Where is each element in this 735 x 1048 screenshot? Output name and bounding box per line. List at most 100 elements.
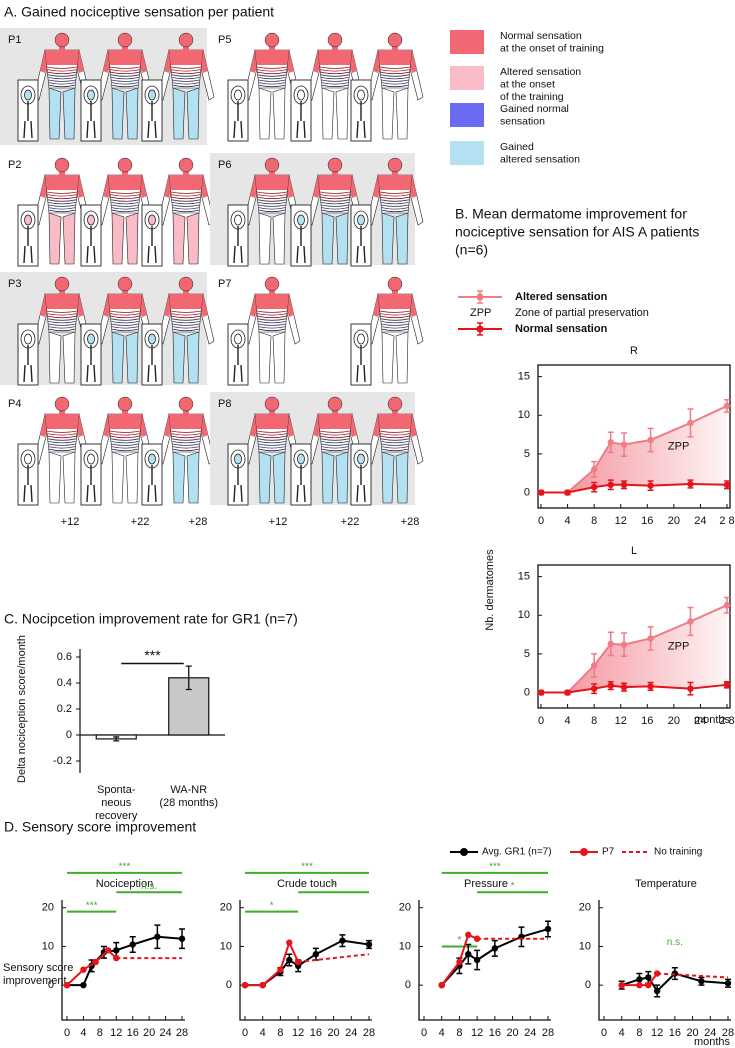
dermatome-band [47,433,77,436]
timepoint-label: +28 [401,516,420,528]
dermatome-band [173,84,199,88]
dermatome-band [171,435,201,439]
leg [381,331,395,384]
dermatome-band [321,446,349,449]
y-tick-label: 0.4 [57,677,72,689]
x-tick-label: 12 [615,715,627,727]
head [264,396,280,412]
data-point [113,947,120,954]
data-point [620,641,628,648]
y-tick-label: 5 [524,648,530,660]
inset-core [87,333,95,345]
dermatome-band [112,209,138,213]
dermatome-band [257,74,287,77]
torso-upper [378,294,412,309]
data-point [537,489,545,496]
dermatome-band [257,199,287,202]
dermatome-band [379,310,411,313]
y-tick-label: 0 [66,729,72,741]
panel-b-title: B. Mean dermatome improvement for [455,206,687,222]
dermatome-band [46,430,78,433]
data-point [456,958,463,966]
dermatome-band [110,433,140,436]
patient-panel: P7 [218,276,424,386]
dermatome-band [321,82,349,85]
dermatome-band [258,77,286,80]
data-point [473,935,481,942]
dermatome-band [110,199,140,202]
inset-core [24,214,32,226]
neck [269,170,275,176]
head [264,157,280,173]
data-point [365,941,373,948]
neck [122,289,128,295]
dermatome-band [173,328,199,332]
y-tick-label: 10 [518,409,530,421]
dermatome-band [172,326,200,329]
data-point [544,925,552,933]
patient-panel: P1 [0,28,215,145]
x-tick-label: 20 [506,1027,518,1039]
dermatome-band [49,84,75,88]
dermatome-band [320,435,350,439]
dermatome-band [258,79,286,82]
dermatome-band [111,326,139,329]
legend-errbar [477,322,483,336]
dermatome-band [171,69,201,72]
dermatome-band [112,448,138,452]
dermatome-band [381,77,409,80]
leg [258,212,272,265]
dermatome-band [47,194,77,197]
y-tick-label: 0 [405,979,411,991]
neck [122,409,128,415]
data-point [698,978,705,985]
neck [122,45,128,51]
plot-frame [537,564,731,709]
dermatome-band [111,82,139,85]
x-tick-label: 2 8 [719,515,734,527]
series-line [541,483,728,494]
data-point [636,976,643,983]
leg [186,87,200,140]
torso-upper [169,294,203,309]
y-axis-label: improvement [3,975,67,987]
leg [48,451,62,504]
x-tick-label: 16 [127,1027,139,1039]
dermatome-band [111,207,139,210]
leg [125,451,139,504]
dermatome-band [380,315,410,319]
x-tick-label: 28 [542,1027,554,1039]
dermatome-band [321,204,349,207]
y-tick-label: 10 [518,609,530,621]
x-tick-label: 28 [722,1027,734,1039]
y-axis-label: Nb. dermatomes [484,549,496,631]
neck [59,45,65,51]
dermatome-band [48,446,76,449]
data-point [687,685,694,692]
inset-core [297,214,305,226]
dermatome-band [320,74,350,77]
inset-core [24,333,32,345]
dermatome-band [47,313,77,316]
legend-label: sensation [500,115,545,127]
leg [272,87,286,140]
leg [62,87,76,140]
x-tick-label: 4 [565,515,571,527]
dermatome-band [382,328,408,332]
data-point [590,466,598,473]
dermatome-band [172,207,200,210]
error-bar [185,665,192,691]
neck [392,45,398,51]
legend-swatch [450,66,484,90]
inset-core [234,453,242,465]
dermatome-band [259,448,285,452]
series-line [621,972,658,987]
significance-label: *** [144,647,161,663]
dermatome-band [259,209,285,213]
data-point [465,950,472,958]
x-tick-label: 20 [668,515,680,527]
data-point [259,981,266,989]
dermatome-band [381,204,409,207]
x-tick-label: 16 [310,1027,322,1039]
head [117,276,133,292]
